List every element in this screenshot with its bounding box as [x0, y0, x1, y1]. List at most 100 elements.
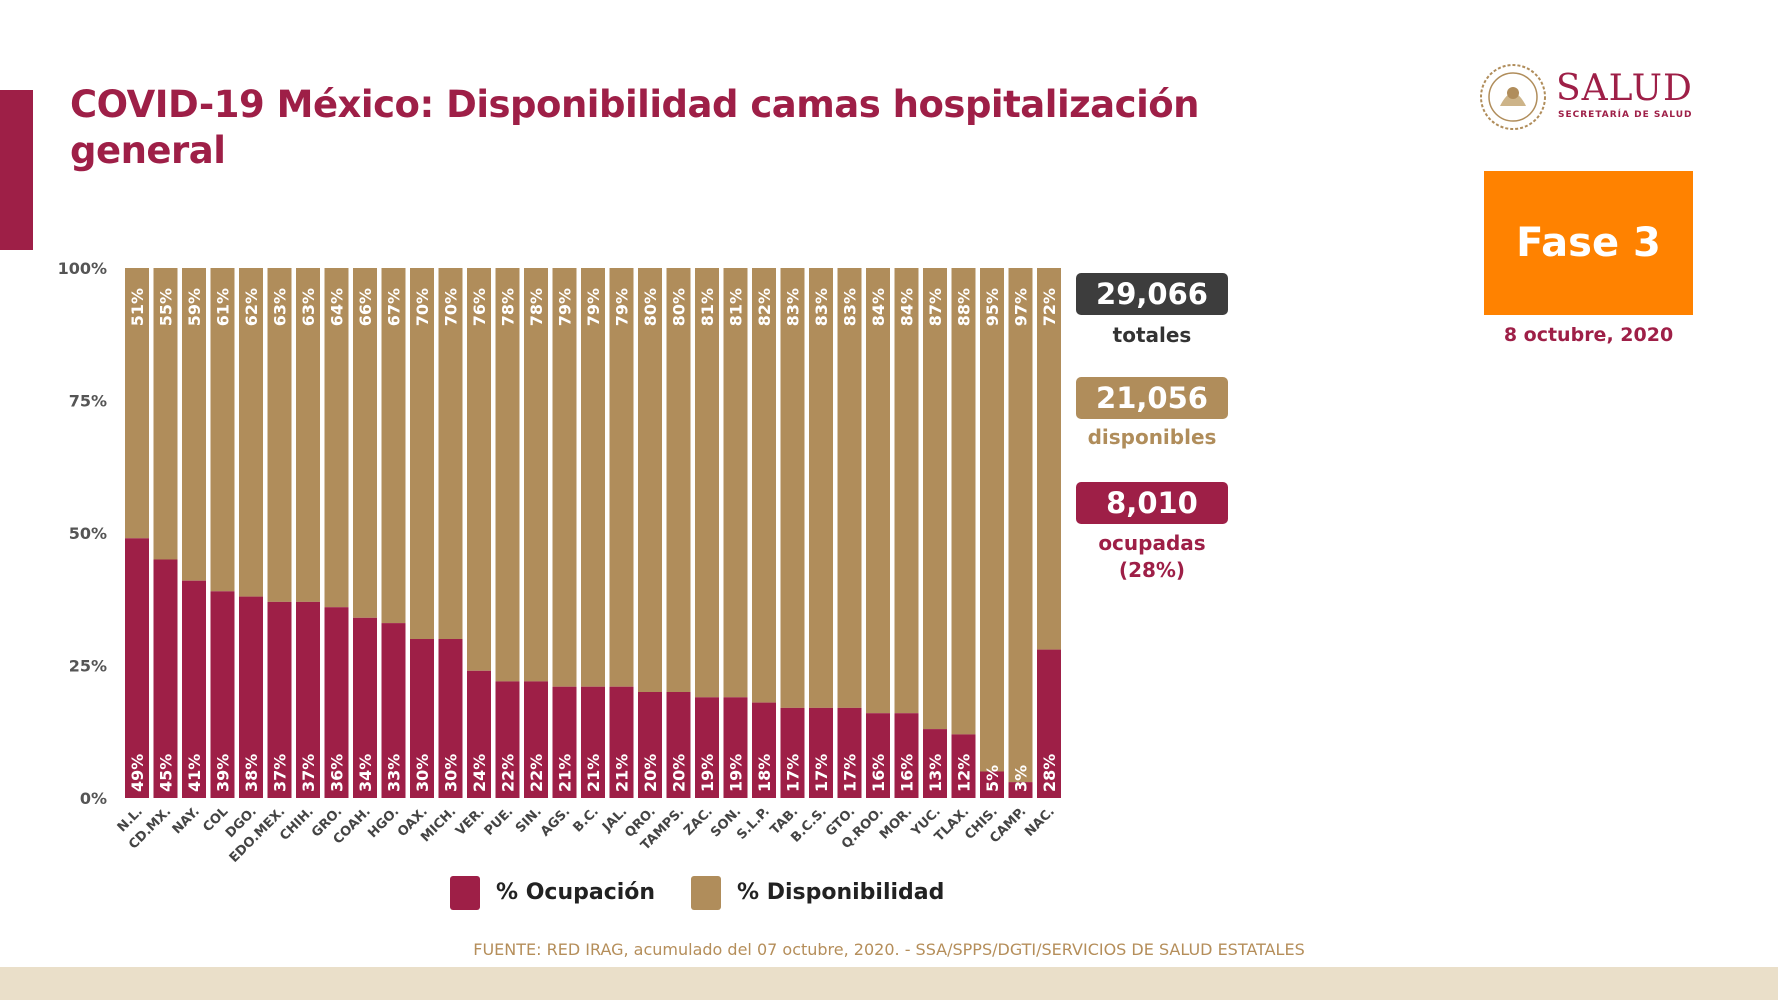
- legend-availability-swatch: [691, 876, 721, 910]
- bar-occupation-label: 22%: [527, 754, 546, 792]
- bar-availability: [125, 268, 149, 539]
- bar-availability-label: 88%: [955, 288, 974, 326]
- bar-occupation-label: 39%: [214, 754, 233, 792]
- bar-availability-label: 80%: [641, 288, 660, 326]
- bar-occupation: [695, 697, 719, 798]
- bar-occupation-label: 24%: [470, 754, 489, 792]
- bar-occupation: [353, 617, 377, 798]
- bar-availability-label: 80%: [670, 288, 689, 326]
- x-tick-label: B.C.: [570, 804, 601, 835]
- bar-occupation-label: 20%: [641, 754, 660, 792]
- bar-occupation: [581, 686, 605, 798]
- bar-availability-label: 51%: [128, 288, 147, 326]
- x-tick-label: PUE.: [482, 804, 517, 839]
- bar-availability: [267, 268, 292, 602]
- bar-availability: [581, 268, 605, 687]
- bar-occupation: [410, 639, 434, 798]
- bar-occupation-label: 5%: [983, 765, 1002, 792]
- bar-availability-label: 79%: [584, 288, 603, 326]
- bar-availability-label: 61%: [214, 288, 233, 326]
- bar-availability-label: 81%: [698, 288, 717, 326]
- bar-availability: [467, 268, 491, 671]
- available-beds-label: disponibles: [1087, 425, 1217, 449]
- bar-availability-label: 64%: [328, 288, 347, 326]
- bar-availability: [666, 268, 691, 692]
- bar-availability: [1037, 268, 1061, 650]
- bar-occupation: [125, 538, 149, 798]
- bar-occupation: [210, 591, 235, 798]
- bar-occupation: [780, 707, 805, 798]
- bar-occupation: [438, 639, 463, 798]
- bar-availability-label: 66%: [356, 288, 375, 326]
- y-tick-label: 25%: [69, 657, 107, 676]
- bar-occupation-label: 18%: [755, 754, 774, 792]
- bar-occupation: [894, 713, 919, 798]
- total-beds-box: 29,066: [1076, 273, 1228, 315]
- bar-availability: [524, 268, 548, 682]
- bar-occupation: [923, 729, 947, 798]
- bar-availability: [923, 268, 947, 730]
- bar-occupation-label: 19%: [727, 754, 746, 792]
- bar-availability: [638, 268, 662, 692]
- bar-availability-label: 70%: [442, 288, 461, 326]
- bar-occupation-label: 20%: [670, 754, 689, 792]
- bar-availability-label: 97%: [1012, 288, 1031, 326]
- bar-occupation-label: 19%: [698, 754, 717, 792]
- bar-occupation-label: 38%: [242, 754, 261, 792]
- bar-occupation-label: 17%: [812, 754, 831, 792]
- bar-occupation: [267, 601, 292, 798]
- bar-occupation-label: 17%: [784, 754, 803, 792]
- x-tick-label: NAC.: [1022, 804, 1058, 840]
- bar-availability-label: 70%: [413, 288, 432, 326]
- x-tick-label: NAY.: [170, 804, 203, 837]
- bar-occupation: [666, 692, 691, 798]
- bar-availability-label: 83%: [812, 288, 831, 326]
- bar-availability-label: 83%: [841, 288, 860, 326]
- occupied-beds-label: ocupadas: [1098, 531, 1206, 555]
- bar-availability-label: 83%: [784, 288, 803, 326]
- occupied-beds-percent: (28%): [1118, 558, 1186, 582]
- bar-availability-label: 79%: [613, 288, 632, 326]
- bar-availability-label: 87%: [926, 288, 945, 326]
- bar-availability-label: 84%: [869, 288, 888, 326]
- bar-occupation: [381, 623, 406, 798]
- bar-occupation-label: 12%: [955, 754, 974, 792]
- occupied-beds-box: 8,010: [1076, 482, 1228, 524]
- bar-availability: [980, 268, 1004, 772]
- bar-availability: [866, 268, 890, 714]
- bar-occupation-label: 16%: [898, 754, 917, 792]
- report-date: 8 octubre, 2020: [1503, 324, 1674, 346]
- bar-availability-label: 59%: [185, 288, 204, 326]
- source-note: FUENTE: RED IRAG, acumulado del 07 octub…: [473, 940, 1305, 959]
- bar-occupation: [866, 713, 890, 798]
- bar-occupation: [951, 734, 976, 798]
- bar-availability: [837, 268, 862, 708]
- bar-occupation-label: 22%: [499, 754, 518, 792]
- bar-occupation-label: 45%: [157, 754, 176, 792]
- page-title: COVID-19 México: Disponibilidad camas ho…: [70, 83, 1200, 172]
- x-tick-label: MOR.: [877, 804, 915, 842]
- y-tick-label: 100%: [58, 259, 107, 278]
- bar-availability: [438, 268, 463, 639]
- bar-availability: [153, 268, 178, 560]
- bar-occupation: [524, 681, 548, 798]
- bar-occupation: [1037, 649, 1061, 798]
- bar-availability: [1008, 268, 1033, 783]
- bar-availability: [324, 268, 349, 608]
- bar-availability: [552, 268, 577, 687]
- bar-occupation: [552, 686, 577, 798]
- x-tick-label: S.L.P.: [734, 804, 773, 843]
- bar-availability-label: 79%: [556, 288, 575, 326]
- y-tick-label: 50%: [69, 524, 107, 543]
- bar-occupation-label: 28%: [1040, 754, 1059, 792]
- x-tick-label: AGS.: [538, 804, 573, 839]
- bar-availability: [894, 268, 919, 714]
- logo-name: SALUD: [1556, 68, 1693, 109]
- bar-availability-label: 81%: [727, 288, 746, 326]
- logo-subtitle: SECRETARÍA DE SALUD: [1558, 110, 1693, 120]
- bar-availability-label: 82%: [755, 288, 774, 326]
- bottom-band: [0, 967, 1778, 1000]
- y-tick-label: 0%: [80, 789, 107, 808]
- bar-availability: [809, 268, 833, 708]
- bar-occupation: [837, 707, 862, 798]
